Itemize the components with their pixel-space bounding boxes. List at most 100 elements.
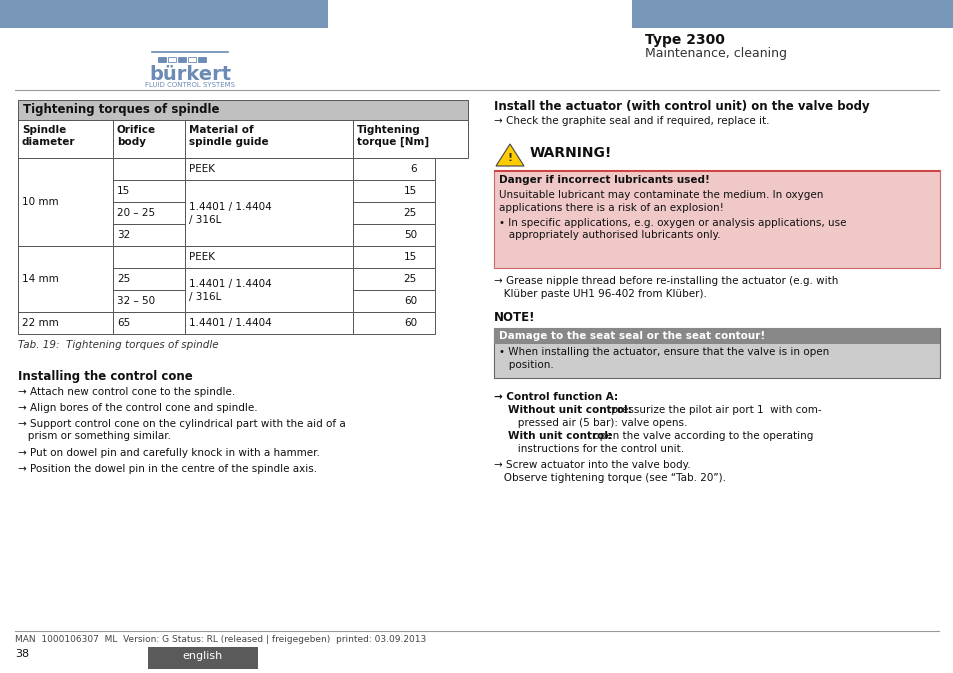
Text: !: ! bbox=[507, 153, 512, 163]
Text: Danger if incorrect lubricants used!: Danger if incorrect lubricants used! bbox=[498, 175, 709, 185]
Bar bbox=[18, 180, 112, 202]
Text: Tightening
torque [Nm]: Tightening torque [Nm] bbox=[356, 125, 429, 147]
Text: 60: 60 bbox=[403, 318, 416, 328]
Text: 25: 25 bbox=[403, 208, 416, 218]
Text: 14 mm: 14 mm bbox=[22, 274, 59, 284]
Text: 15: 15 bbox=[403, 252, 416, 262]
Bar bbox=[185, 180, 353, 202]
Text: → Attach new control cone to the spindle.: → Attach new control cone to the spindle… bbox=[18, 387, 235, 397]
Text: bürkert: bürkert bbox=[149, 65, 231, 84]
Text: Spindle
diameter: Spindle diameter bbox=[22, 125, 75, 147]
Bar bbox=[494, 328, 939, 344]
Text: → Screw actuator into the valve body.: → Screw actuator into the valve body. bbox=[494, 460, 690, 470]
Text: NOTE!: NOTE! bbox=[494, 311, 535, 324]
Bar bbox=[112, 158, 185, 180]
Text: Orifice
body: Orifice body bbox=[117, 125, 156, 147]
Bar bbox=[18, 100, 468, 120]
Bar bbox=[18, 290, 112, 312]
Text: 22 mm: 22 mm bbox=[22, 318, 59, 328]
Text: Tab. 19:  Tightening torques of spindle: Tab. 19: Tightening torques of spindle bbox=[18, 340, 218, 350]
Text: Damage to the seat seal or the seat contour!: Damage to the seat seal or the seat cont… bbox=[498, 331, 764, 341]
Text: • In specific applications, e.g. oxygen or analysis applications, use
   appropr: • In specific applications, e.g. oxygen … bbox=[498, 218, 845, 240]
Text: / 316L: / 316L bbox=[189, 215, 221, 225]
Text: pressurize the pilot air port 1  with com-: pressurize the pilot air port 1 with com… bbox=[607, 405, 821, 415]
Text: → Put on dowel pin and carefully knock in with a hammer.: → Put on dowel pin and carefully knock i… bbox=[18, 448, 319, 458]
Bar bbox=[168, 57, 175, 62]
Text: applications there is a risk of an explosion!: applications there is a risk of an explo… bbox=[498, 203, 723, 213]
Bar bbox=[185, 290, 353, 312]
Text: FLUID CONTROL SYSTEMS: FLUID CONTROL SYSTEMS bbox=[145, 82, 234, 88]
Bar bbox=[185, 246, 353, 268]
Text: → Control function A:: → Control function A: bbox=[494, 392, 618, 402]
Text: instructions for the control unit.: instructions for the control unit. bbox=[507, 444, 683, 454]
Bar bbox=[18, 268, 112, 290]
Text: WARNING!: WARNING! bbox=[530, 146, 612, 160]
Bar bbox=[188, 57, 195, 62]
Text: 10 mm: 10 mm bbox=[22, 197, 58, 207]
Bar bbox=[18, 246, 112, 312]
Text: Install the actuator (with control unit) on the valve body: Install the actuator (with control unit)… bbox=[494, 100, 869, 113]
Text: 38: 38 bbox=[15, 649, 30, 659]
Bar bbox=[112, 290, 185, 312]
Text: → Position the dowel pin in the centre of the spindle axis.: → Position the dowel pin in the centre o… bbox=[18, 464, 316, 474]
Bar bbox=[185, 268, 353, 312]
Text: Without unit control:: Without unit control: bbox=[507, 405, 631, 415]
Text: 32 – 50: 32 – 50 bbox=[117, 296, 155, 306]
Text: Type 2300: Type 2300 bbox=[644, 33, 724, 47]
Text: Installing the control cone: Installing the control cone bbox=[18, 370, 193, 383]
Bar bbox=[112, 312, 185, 334]
Text: → Check the graphite seal and if required, replace it.: → Check the graphite seal and if require… bbox=[494, 116, 769, 126]
Bar bbox=[185, 312, 353, 334]
Text: english: english bbox=[183, 651, 223, 661]
Text: Unsuitable lubricant may contaminate the medium. In oxygen: Unsuitable lubricant may contaminate the… bbox=[498, 190, 822, 200]
Bar bbox=[185, 180, 353, 246]
Bar bbox=[353, 268, 435, 290]
Text: 15: 15 bbox=[117, 186, 131, 196]
Bar bbox=[0, 0, 328, 28]
Bar bbox=[353, 290, 435, 312]
Text: Maintenance, cleaning: Maintenance, cleaning bbox=[644, 47, 786, 60]
Bar bbox=[148, 647, 257, 669]
Text: MAN  1000106307  ML  Version: G Status: RL (released | freigegeben)  printed: 03: MAN 1000106307 ML Version: G Status: RL … bbox=[15, 635, 426, 644]
Text: 25: 25 bbox=[117, 274, 131, 284]
Bar bbox=[18, 224, 112, 246]
Bar bbox=[353, 202, 435, 224]
Text: • When installing the actuator, ensure that the valve is in open: • When installing the actuator, ensure t… bbox=[498, 347, 828, 357]
Bar bbox=[494, 328, 939, 378]
Polygon shape bbox=[496, 144, 523, 166]
Bar bbox=[112, 268, 185, 290]
Bar bbox=[353, 224, 435, 246]
Text: Material of
spindle guide: Material of spindle guide bbox=[189, 125, 269, 147]
Bar bbox=[353, 158, 435, 180]
Bar bbox=[112, 180, 185, 202]
Bar bbox=[18, 246, 112, 268]
Text: 6: 6 bbox=[410, 164, 416, 174]
Text: pressed air (5 bar): valve opens.: pressed air (5 bar): valve opens. bbox=[507, 418, 687, 428]
Text: Klüber paste UH1 96-402 from Klüber).: Klüber paste UH1 96-402 from Klüber). bbox=[494, 289, 706, 299]
Text: → Grease nipple thread before re-installing the actuator (e.g. with: → Grease nipple thread before re-install… bbox=[494, 276, 838, 286]
Text: Tightening torques of spindle: Tightening torques of spindle bbox=[23, 103, 219, 116]
Text: PEEK: PEEK bbox=[189, 252, 214, 262]
Bar bbox=[185, 202, 353, 224]
Text: → Support control cone on the cylindrical part with the aid of a
   prism or som: → Support control cone on the cylindrica… bbox=[18, 419, 345, 441]
Text: 50: 50 bbox=[403, 230, 416, 240]
Text: open the valve according to the operating: open the valve according to the operatin… bbox=[589, 431, 813, 441]
Bar bbox=[353, 246, 435, 268]
Bar bbox=[18, 202, 112, 224]
Text: → Align bores of the control cone and spindle.: → Align bores of the control cone and sp… bbox=[18, 403, 257, 413]
Bar bbox=[112, 202, 185, 224]
Bar bbox=[185, 158, 353, 180]
Bar bbox=[631, 0, 953, 28]
Bar bbox=[198, 57, 206, 62]
Bar bbox=[112, 224, 185, 246]
Bar bbox=[178, 57, 186, 62]
Bar bbox=[185, 224, 353, 246]
Text: 60: 60 bbox=[403, 296, 416, 306]
Text: 1.4401 / 1.4404: 1.4401 / 1.4404 bbox=[189, 202, 272, 212]
Text: With unit control:: With unit control: bbox=[507, 431, 612, 441]
Text: position.: position. bbox=[498, 360, 553, 370]
Text: 15: 15 bbox=[403, 186, 416, 196]
Bar bbox=[18, 158, 112, 246]
Bar bbox=[18, 120, 468, 158]
Bar bbox=[185, 268, 353, 290]
